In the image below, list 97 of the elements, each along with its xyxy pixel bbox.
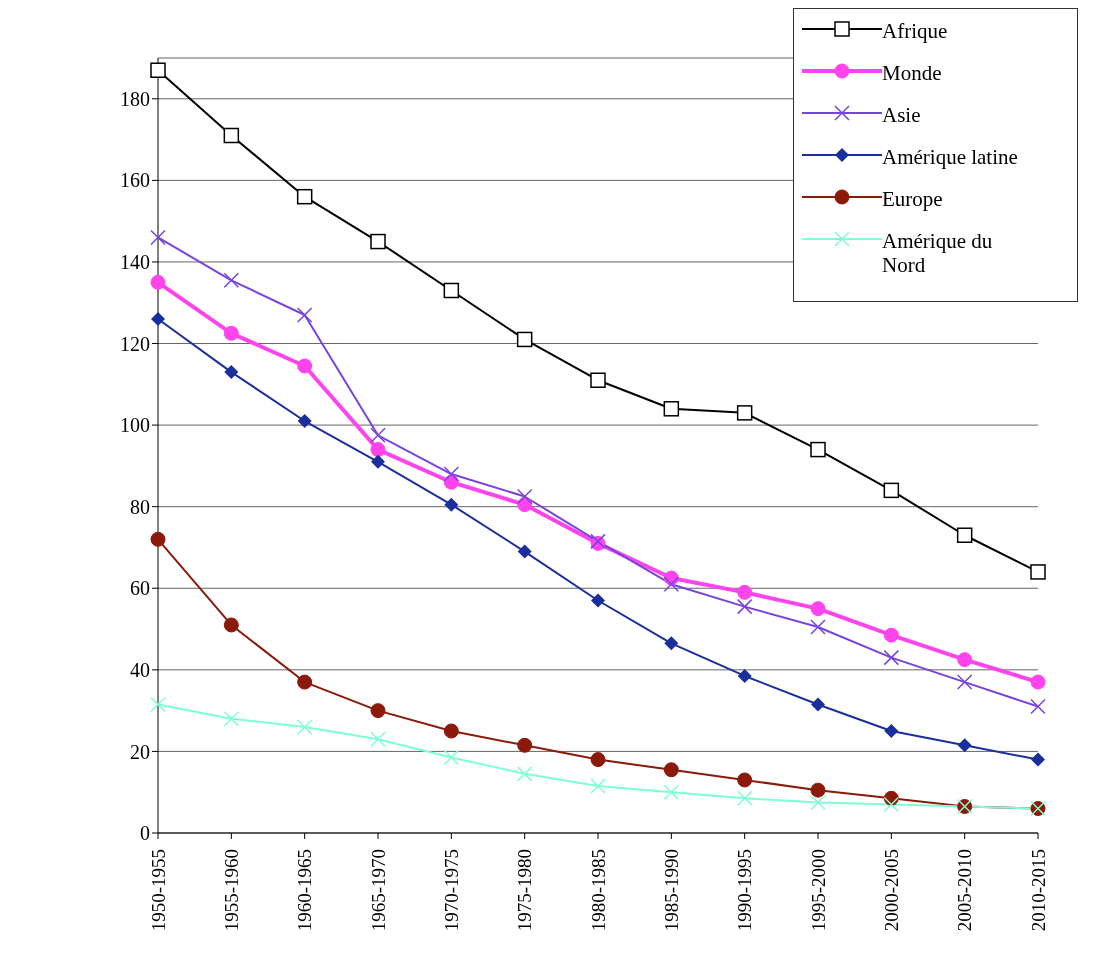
point [736,598,753,615]
point [663,576,680,592]
point [590,778,606,794]
point [1031,752,1045,767]
point [150,229,166,246]
point [223,272,240,289]
point [957,738,972,753]
y-tick-label: 80 [130,495,150,518]
point [223,617,239,633]
x-tick-label: 1955-1960 [220,849,242,932]
x-tick-label: 2005-2010 [954,849,976,932]
point [590,372,606,388]
point [370,233,386,250]
point [370,731,386,747]
y-tick-label: 40 [130,658,150,681]
legend-label: Afrique [882,19,949,43]
point [517,544,532,559]
point [810,441,826,458]
point [884,724,899,739]
y-tick-label: 100 [120,414,150,437]
y-tick-label: 20 [130,740,150,763]
x-tick-label: 2000-2005 [880,849,902,932]
point [223,127,240,144]
x-tick-label: 1960-1965 [294,849,316,932]
y-tick-label: 140 [120,251,150,274]
x-tick-label: 1990-1995 [734,849,756,932]
point [810,782,826,798]
point [810,794,826,811]
point [956,527,973,543]
legend-label: Monde [882,61,943,85]
point [736,405,753,421]
point [150,696,166,713]
x-tick-label: 1970-1975 [440,849,462,932]
point [664,636,679,651]
y-tick-label: 120 [120,332,150,355]
point [956,674,973,690]
x-tick-label: 1995-2000 [807,849,829,932]
y-tick-label: 0 [140,822,150,845]
point [371,454,385,469]
point [811,697,825,712]
point [223,325,239,341]
point [737,584,753,600]
point [1030,674,1046,690]
point [883,649,900,666]
point [370,427,386,444]
point [444,497,459,512]
point [443,466,460,482]
y-tick-label: 60 [130,577,150,600]
point [296,719,313,735]
point [883,627,899,643]
point [516,331,533,348]
point [297,674,313,690]
point [1030,698,1046,715]
point [737,668,752,683]
point [223,711,240,727]
point [370,703,386,719]
legend-label: Asie [882,103,922,127]
x-tick-label: 1985-1990 [660,849,682,932]
point [296,188,313,205]
point [1030,564,1046,580]
point [516,488,533,505]
legend-label: Europe [882,187,944,211]
x-tick-label: 1965-1970 [367,849,389,932]
point [150,274,166,290]
x-tick-label: 1980-1985 [587,849,609,932]
x-tick-label: 1950-1955 [147,849,169,932]
point [663,784,680,800]
point [150,531,166,547]
point [591,593,605,608]
legend-label: Amérique latine [882,145,1019,169]
point [150,62,166,78]
point [517,737,533,753]
point [297,414,312,429]
point [224,365,239,380]
point [151,312,165,327]
point [296,307,313,323]
point [810,619,826,635]
y-tick-label: 180 [120,87,150,110]
x-tick-label: 1975-1980 [514,849,536,932]
point [590,752,606,768]
point [883,796,900,813]
x-tick-label: 2010-2015 [1027,849,1049,932]
point [663,762,679,778]
y-tick-label: 160 [120,169,150,192]
point [736,790,753,807]
point [957,652,973,668]
point [443,723,459,739]
point [737,772,753,788]
point [516,766,533,782]
point [443,282,460,299]
point [443,749,460,766]
legend-label: Amérique du Nord [882,229,994,277]
point [297,358,313,374]
point [370,442,386,458]
point [883,482,900,499]
point [810,601,826,617]
point [663,401,680,417]
